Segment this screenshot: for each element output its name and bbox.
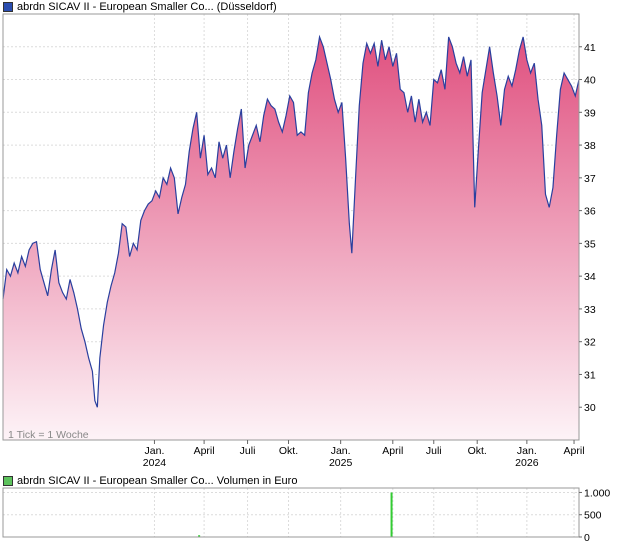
volume-y-tick-label-0: 1.000 <box>584 487 610 499</box>
volume-legend-swatch <box>3 476 13 486</box>
price-chart-legend: abrdn SICAV II - European Smaller Co... … <box>3 1 277 13</box>
price-line <box>2 34 580 408</box>
volume-bars <box>198 492 393 537</box>
price-x-tick-label-0: Jan. <box>145 445 165 457</box>
price-x-tick-year-8: 2026 <box>515 457 539 469</box>
volume-y-tick-label-1: 500 <box>584 510 602 522</box>
price-y-axis: 30 31 32 33 34 35 36 37 38 39 40 41 <box>579 42 596 414</box>
price-x-tick-year-0: 2024 <box>143 457 167 469</box>
price-y-tick-label-5: 35 <box>584 238 596 250</box>
price-chart-title: abrdn SICAV II - European Smaller Co... … <box>17 1 277 13</box>
price-x-tick-label-8: Jan. <box>517 445 537 457</box>
price-y-tick-label-11: 41 <box>584 42 596 54</box>
price-y-tick-label-6: 36 <box>584 206 596 218</box>
price-y-tick-label-1: 31 <box>584 369 596 381</box>
price-plot-border <box>2 13 580 441</box>
price-area-fill <box>3 36 579 440</box>
price-x-tick-label-2: Juli <box>240 445 256 457</box>
volume-chart-legend: abrdn SICAV II - European Smaller Co... … <box>3 475 297 487</box>
price-x-tick-label-6: Juli <box>426 445 442 457</box>
price-area-layer <box>2 34 580 440</box>
price-x-tick-label-4: Jan. <box>331 445 351 457</box>
volume-y-axis: 1.000 500 0 <box>579 487 610 544</box>
price-frame <box>2 13 580 441</box>
price-x-tick-label-3: Okt. <box>279 445 298 457</box>
tick-note: 1 Tick = 1 Woche <box>8 429 89 441</box>
price-y-tick-label-0: 30 <box>584 402 596 414</box>
price-x-tick-label-1: April <box>194 445 215 457</box>
volume-bar-0 <box>198 535 201 537</box>
price-x-tick-label-9: April <box>564 445 585 457</box>
price-y-tick-label-8: 38 <box>584 140 596 152</box>
price-y-tick-label-9: 39 <box>584 107 596 119</box>
price-x-tick-label-5: April <box>382 445 403 457</box>
price-y-tick-label-7: 37 <box>584 173 596 185</box>
price-x-tick-year-4: 2025 <box>329 457 353 469</box>
price-y-tick-label-4: 34 <box>584 271 596 283</box>
volume-frame <box>2 487 580 538</box>
price-y-tick-label-2: 32 <box>584 337 596 349</box>
price-legend-swatch <box>3 2 13 12</box>
price-x-tick-label-7: Okt. <box>468 445 487 457</box>
price-y-tick-label-10: 40 <box>584 75 596 87</box>
volume-chart-title: abrdn SICAV II - European Smaller Co... … <box>17 475 298 487</box>
volume-plot-border <box>2 487 580 538</box>
volume-bar-1 <box>390 492 393 537</box>
price-y-tick-label-3: 33 <box>584 304 596 316</box>
volume-grid <box>3 488 579 538</box>
volume-y-tick-label-2: 0 <box>584 532 590 544</box>
